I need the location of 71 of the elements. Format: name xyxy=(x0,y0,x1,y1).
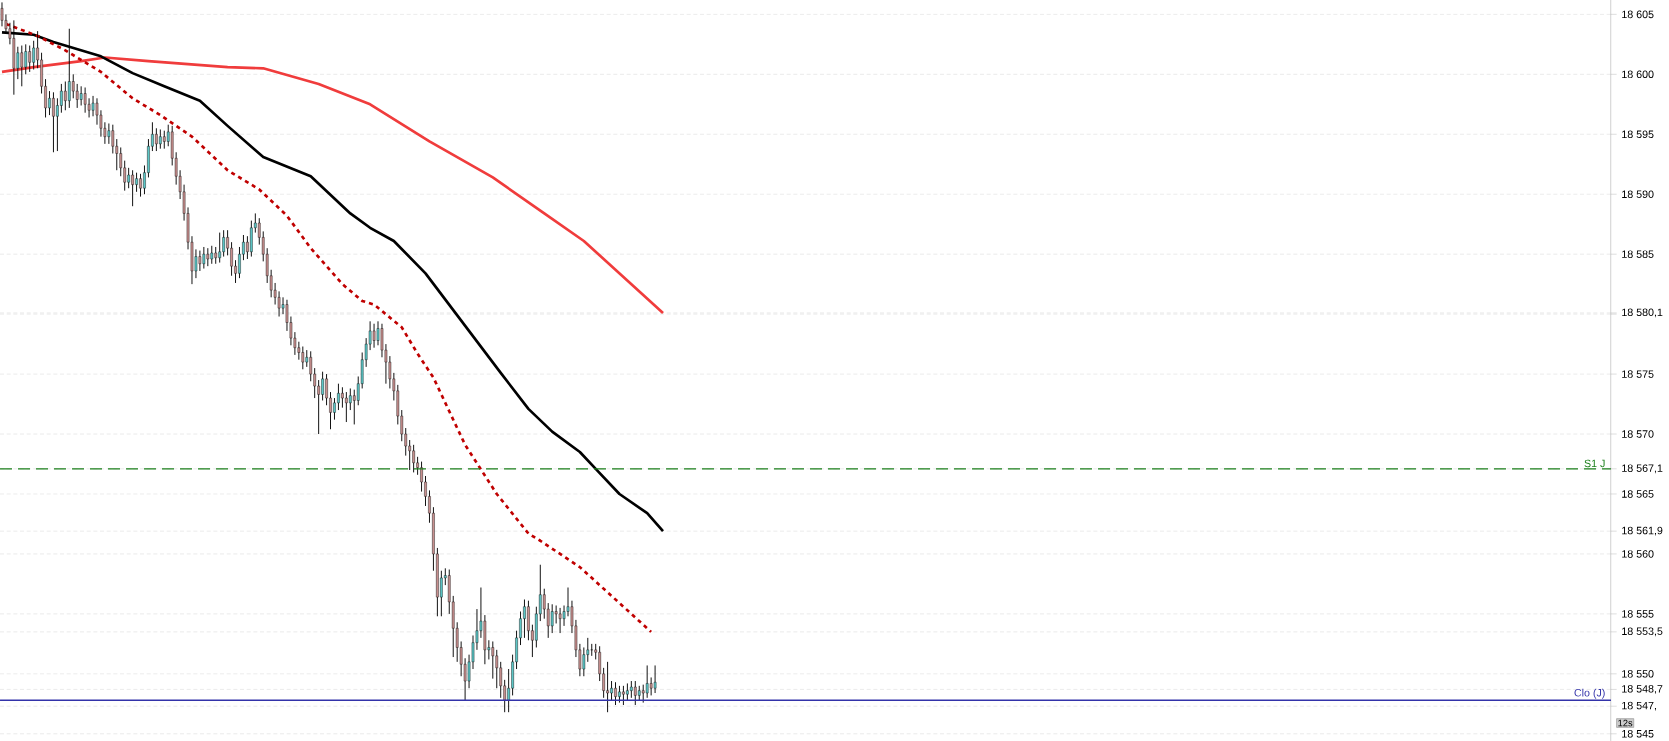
candlestick xyxy=(139,173,142,198)
candlestick xyxy=(345,391,348,423)
candlestick xyxy=(238,246,241,279)
candlestick xyxy=(527,600,530,641)
candlestick xyxy=(412,444,415,473)
y-tick-label: 18 570 xyxy=(1622,430,1654,438)
candlestick xyxy=(202,246,206,270)
candlestick xyxy=(633,680,637,706)
y-tick-label: 18 560 xyxy=(1622,550,1654,558)
candlestick xyxy=(79,85,83,106)
line-series xyxy=(0,56,665,315)
candlestick xyxy=(218,232,221,264)
candlestick xyxy=(155,127,158,152)
candlestick xyxy=(32,40,35,70)
y-tick-label: 18 547, xyxy=(1622,701,1656,711)
candlestick xyxy=(341,386,344,409)
candlestick xyxy=(523,599,526,639)
candlestick xyxy=(48,90,51,116)
y-tick-label: 18 550 xyxy=(1622,670,1654,678)
candlestick xyxy=(91,95,95,117)
candlestick xyxy=(28,45,32,73)
y-tick-label: 18 565 xyxy=(1622,490,1654,498)
candlestick xyxy=(301,346,305,370)
candlestick xyxy=(71,73,75,99)
candlestick xyxy=(64,81,67,111)
y-tick-label: 18 545 xyxy=(1622,730,1654,738)
candlestick xyxy=(653,664,657,694)
y-tick-label: 18 567,1 xyxy=(1622,464,1663,474)
ref-line-label: S1 J xyxy=(1584,459,1605,468)
candlestick xyxy=(333,397,336,421)
candlestick xyxy=(127,167,130,189)
y-tick-label: 18 595 xyxy=(1622,130,1654,139)
candlestick xyxy=(24,43,28,75)
candlestick xyxy=(135,172,138,193)
y-tick-label: 18 605 xyxy=(1622,10,1654,19)
y-tick-label: 18 561,9 xyxy=(1622,526,1663,536)
y-tick-label: 18 580,1 xyxy=(1622,308,1663,318)
candlestick xyxy=(250,220,253,258)
ref-line-label: Clo (J) xyxy=(1574,688,1605,699)
candlestick xyxy=(550,603,554,634)
y-tick-label: 18 585 xyxy=(1622,250,1654,258)
y-tick-label: 18 555 xyxy=(1622,610,1654,618)
candlestick xyxy=(614,681,617,706)
candlestick xyxy=(349,388,352,411)
candlestick xyxy=(558,607,562,634)
y-tick-label: 18 553,5 xyxy=(1622,627,1663,637)
candlestick xyxy=(159,129,162,150)
y-tick-label: 18 575 xyxy=(1622,370,1654,378)
candlestick xyxy=(222,229,225,258)
candlestick xyxy=(645,664,649,699)
y-tick-label: 18 548,7 xyxy=(1622,685,1663,694)
candlestick xyxy=(606,661,609,713)
candlestick xyxy=(52,91,55,153)
candlestick xyxy=(131,169,134,207)
candlestick xyxy=(372,323,376,349)
candlestick xyxy=(649,676,653,696)
candlestick xyxy=(420,461,423,493)
candlestick xyxy=(20,45,24,87)
candlestick xyxy=(107,123,111,145)
candlestick xyxy=(337,383,340,411)
candlestick xyxy=(230,241,233,277)
y-tick-label: 18 590 xyxy=(1622,190,1654,198)
candlestick xyxy=(610,680,613,701)
candlestick xyxy=(622,685,625,706)
candlestick xyxy=(198,250,202,272)
text: 12s xyxy=(1618,719,1633,727)
candlestick xyxy=(60,83,63,114)
candlestick xyxy=(590,643,594,657)
y-tick-label: 18 600 xyxy=(1622,70,1654,79)
candlestick xyxy=(83,87,87,114)
candlestick xyxy=(321,371,324,401)
